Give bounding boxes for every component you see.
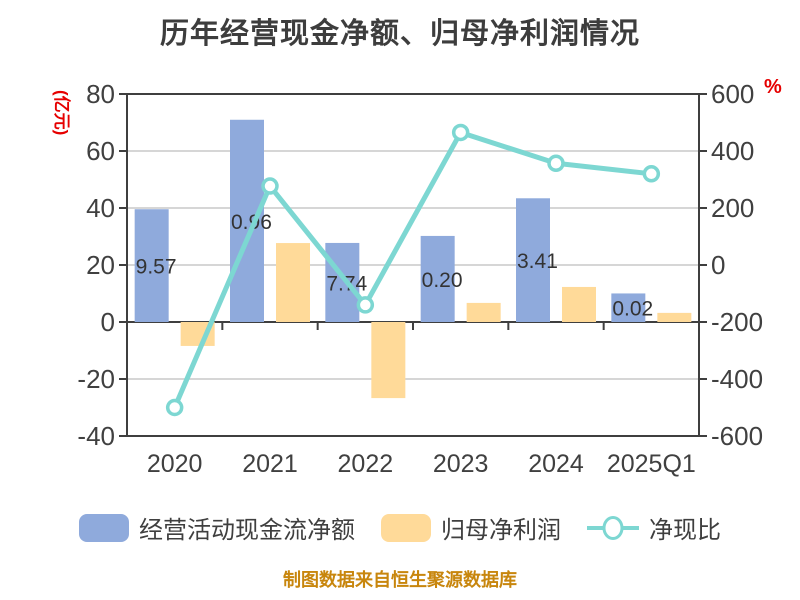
bar-2021-profit [276, 243, 310, 322]
bar-value-label: 0.02 [612, 298, 653, 321]
legend-swatch-profit-bar [381, 513, 431, 542]
right-axis-tick-label: -600 [711, 421, 763, 451]
bar-2024-profit [562, 286, 596, 322]
right-axis-tick-label: 600 [711, 79, 754, 109]
right-axis-tick-label: -400 [711, 364, 763, 394]
left-axis-tick-label: 60 [86, 136, 115, 166]
x-axis-label: 2022 [338, 450, 394, 478]
bar-2022-cashflow [325, 242, 360, 322]
bar-2022-profit [371, 322, 406, 399]
legend-label-ratio: 净现比 [649, 517, 721, 544]
left-axis-tick-label: 20 [86, 250, 115, 280]
legend-item-ratio: 净现比 [587, 510, 721, 545]
legend-line-swatch [587, 515, 639, 540]
bar-value-label: 0.96 [231, 211, 272, 234]
chart-title: 历年经营现金净额、归母净利润情况 [159, 18, 640, 50]
legend-swatch-cashflow-bar [79, 513, 129, 542]
ratio-marker-2023 [451, 123, 470, 142]
right-axis-tick-label: 0 [711, 250, 725, 280]
bar-2025Q1-cashflow [611, 293, 646, 322]
right-axis-tick-label: 400 [711, 136, 754, 166]
legend: 经营活动现金流净额 归母净利润 净现比 [0, 510, 800, 545]
bar-2020-cashflow [134, 209, 169, 322]
x-axis-label: 2020 [147, 450, 203, 478]
bar-2025Q1-profit [657, 312, 692, 322]
bar-value-label: 0.20 [422, 269, 463, 292]
left-axis-tick-label: 40 [86, 193, 115, 223]
left-axis-tick-label: -20 [77, 364, 115, 394]
left-axis-tick-label: -40 [77, 421, 115, 451]
x-axis-label: 2024 [528, 450, 584, 478]
left-axis-tick-label: 0 [101, 307, 115, 337]
ratio-marker-2025Q1 [642, 165, 661, 183]
ratio-marker-2024 [547, 154, 565, 173]
bar-value-label: 3.41 [517, 250, 558, 273]
x-axis-label: 2025Q1 [607, 450, 696, 478]
bar-2021-cashflow [230, 119, 264, 322]
bar-2023-cashflow [420, 235, 455, 322]
data-source-caption: 制图数据来自恒生聚源数据库 [283, 570, 517, 590]
left-axis-tick-label: 80 [86, 79, 115, 109]
x-axis-label: 2021 [242, 450, 298, 478]
right-axis-unit-label: % [764, 76, 782, 98]
ratio-line [172, 129, 654, 410]
legend-item-cashflow: 经营活动现金流净额 [79, 510, 355, 545]
ratio-marker-2021 [261, 177, 279, 195]
ratio-marker-2020 [165, 398, 184, 417]
legend-label-cashflow: 经营活动现金流净额 [139, 517, 355, 544]
right-axis-tick-label: -200 [711, 307, 763, 337]
right-axis-tick-label: 200 [711, 193, 754, 223]
bar-2024-cashflow [516, 198, 550, 322]
x-axis-label: 2023 [433, 450, 489, 478]
legend-item-profit: 归母净利润 [381, 510, 561, 545]
legend-line-marker-icon [602, 515, 624, 540]
bar-value-label: 9.57 [136, 256, 177, 279]
bar-2023-profit [466, 302, 501, 322]
legend-label-profit: 归母净利润 [441, 517, 561, 544]
ratio-marker-2022 [356, 296, 375, 314]
